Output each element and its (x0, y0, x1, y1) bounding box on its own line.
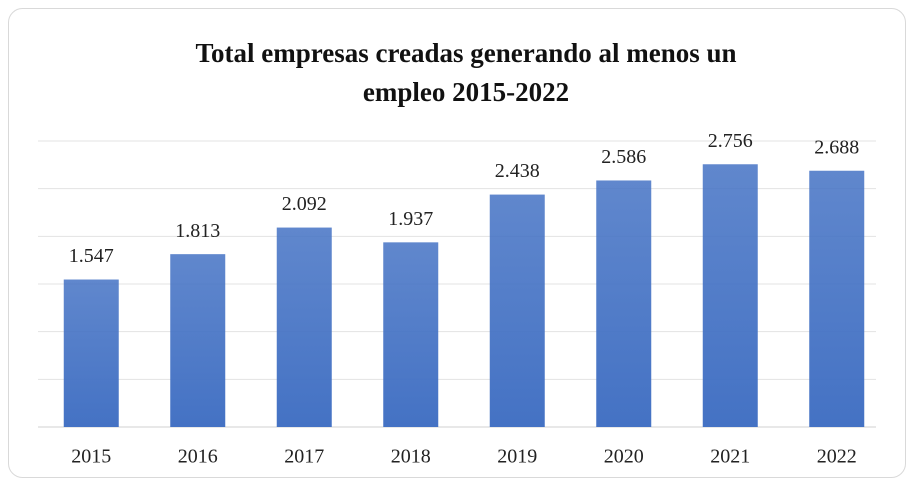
x-tick-label: 2021 (710, 446, 750, 468)
x-tick-label: 2015 (71, 446, 111, 468)
x-tick-label: 2022 (817, 446, 857, 468)
data-label: 2.438 (495, 160, 540, 182)
chart-title: Total empresas creadas generando al meno… (195, 38, 736, 68)
bar (596, 180, 652, 427)
data-label: 2.586 (601, 146, 646, 168)
bar (63, 279, 119, 427)
x-tick-label: 2017 (284, 446, 324, 468)
chart-frame (8, 8, 906, 478)
bar (489, 194, 545, 427)
bar (809, 170, 865, 427)
data-label: 1.547 (69, 245, 114, 267)
x-tick-label: 2016 (178, 446, 218, 468)
chart-title: empleo 2015-2022 (363, 77, 569, 107)
data-label: 2.756 (708, 130, 753, 152)
data-label: 1.937 (388, 208, 433, 230)
bar (702, 164, 758, 427)
data-label: 1.813 (175, 220, 220, 242)
x-tick-label: 2019 (497, 446, 537, 468)
data-label: 2.092 (282, 193, 327, 215)
bar (383, 242, 439, 427)
bar (170, 254, 226, 427)
data-label: 2.688 (814, 136, 859, 158)
x-tick-label: 2018 (391, 446, 431, 468)
bar (276, 227, 332, 427)
x-tick-label: 2020 (604, 446, 644, 468)
